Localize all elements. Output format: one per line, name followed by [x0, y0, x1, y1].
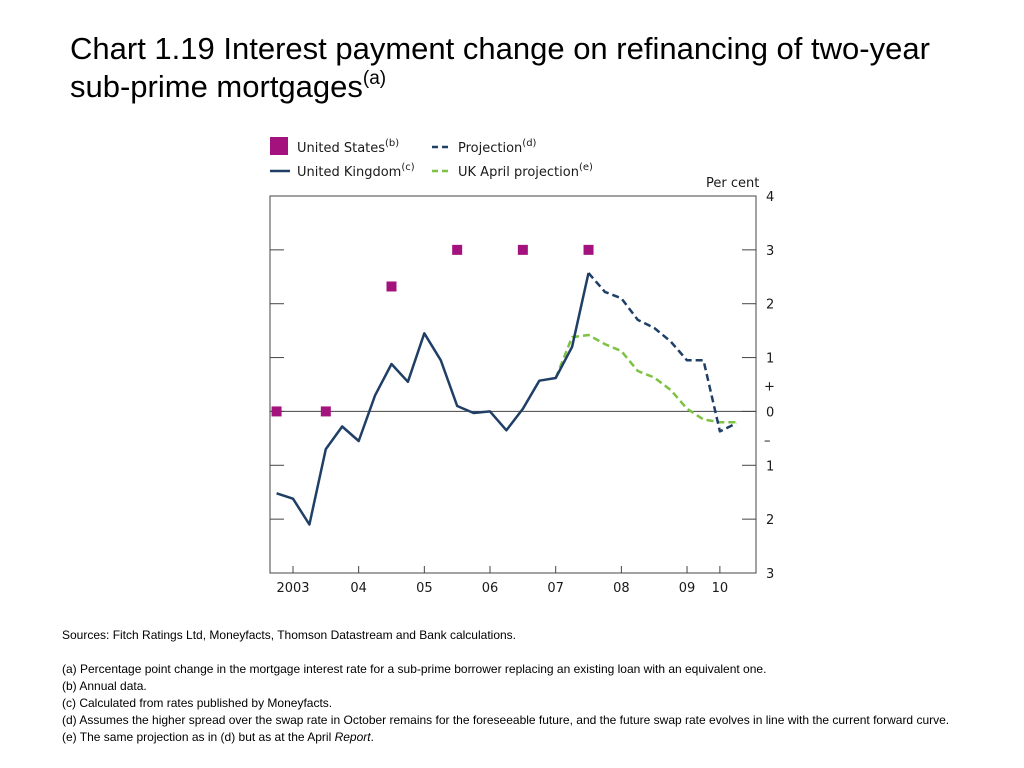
note-c: (c) Calculated from rates published by M…: [62, 696, 333, 710]
y-unit-label: Per cent: [706, 176, 759, 191]
note-e-end: .: [370, 730, 374, 744]
x-tick-label: 06: [482, 581, 499, 596]
legend-us-label: United States(b): [297, 138, 399, 156]
note-e-italic: Report: [334, 730, 371, 744]
y-axis-ticks: 4 3 2 1 0 1 2 3: [270, 190, 774, 582]
uk-april-projection-line: [554, 333, 737, 424]
footnotes: Sources: Fitch Ratings Ltd, Moneyfacts, …: [62, 627, 982, 746]
x-tick-label: 2003: [276, 581, 309, 596]
legend-uk-label: United Kingdom(c): [297, 162, 415, 180]
y-tick-label: 3: [766, 244, 774, 259]
united-kingdom-line: [276, 272, 590, 526]
positive-sign-marker: +: [764, 380, 775, 395]
plot-frame: [269, 195, 757, 574]
y-tick-label: 1: [766, 459, 774, 474]
us-data-point: [320, 406, 331, 417]
sign-markers: +–: [764, 380, 775, 449]
y-tick-label: 3: [766, 567, 774, 582]
note-e: (e) The same projection as in (d) but as…: [62, 729, 982, 746]
y-tick-label: 4: [766, 190, 774, 205]
x-axis-ticks: 2003 04 05 06 07 08 09 10: [276, 566, 728, 596]
us-data-point: [271, 406, 282, 417]
sources-note: Sources: Fitch Ratings Ltd, Moneyfacts, …: [62, 628, 516, 642]
us-data-point: [452, 244, 463, 255]
x-tick-label: 08: [613, 581, 630, 596]
note-d: (d) Assumes the higher spread over the s…: [62, 713, 950, 727]
legend-uk-april-label: UK April projection(e): [458, 162, 593, 180]
us-data-point: [386, 281, 397, 292]
note-e-text: (e) The same projection as in (d) but as…: [62, 730, 335, 744]
y-tick-label: 1: [766, 352, 774, 367]
chart-title-text: Chart 1.19 Interest payment change on re…: [70, 31, 930, 104]
projection-line: [587, 272, 737, 433]
legend-projection-label: Projection(d): [458, 138, 537, 156]
legend-us-swatch: [270, 137, 288, 155]
chart-svg: United States(b) United Kingdom(c) Proje…: [269, 137, 775, 596]
chart-title: Chart 1.19 Interest payment change on re…: [70, 30, 970, 106]
x-tick-label: 10: [712, 581, 729, 596]
us-data-point: [583, 244, 594, 255]
y-tick-label: 2: [766, 298, 774, 313]
y-tick-label: 2: [766, 513, 774, 528]
series-layer: [271, 244, 737, 526]
y-tick-label: 0: [766, 405, 774, 420]
note-b: (b) Annual data.: [62, 679, 147, 693]
x-tick-label: 09: [679, 581, 696, 596]
chart-title-footnote-ref: (a): [362, 68, 387, 89]
x-tick-label: 07: [547, 581, 564, 596]
x-tick-label: 05: [416, 581, 433, 596]
x-tick-label: 04: [350, 581, 367, 596]
note-a: (a) Percentage point change in the mortg…: [62, 662, 767, 676]
legend: United States(b) United Kingdom(c) Proje…: [270, 137, 593, 180]
us-data-point: [517, 244, 528, 255]
negative-sign-marker: –: [764, 433, 771, 448]
